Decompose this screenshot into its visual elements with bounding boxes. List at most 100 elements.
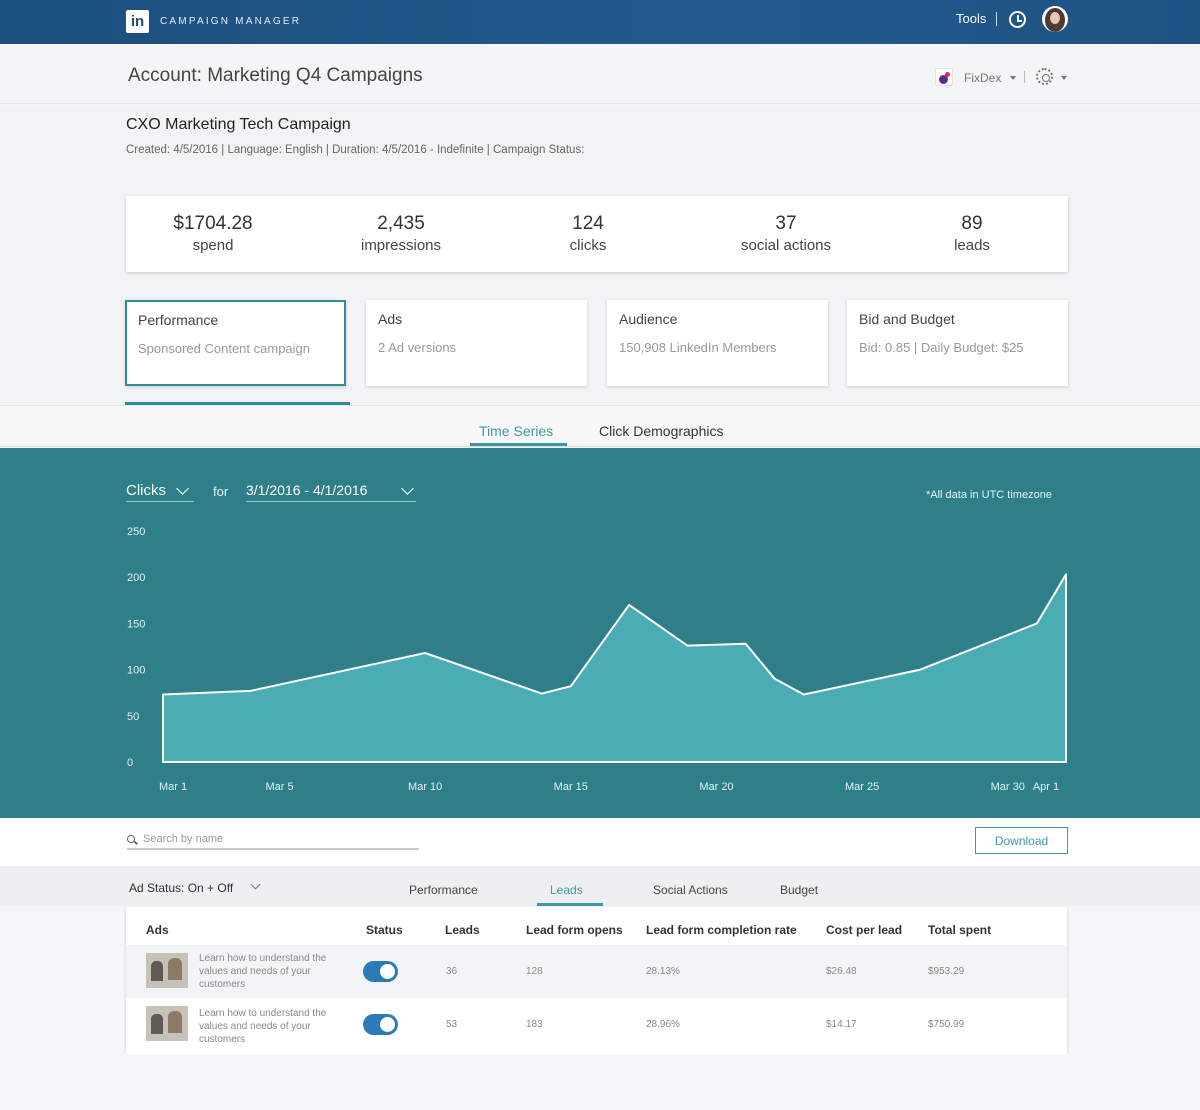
chevron-down-icon [401, 482, 414, 495]
x-tick-label: Mar 30 [991, 781, 1025, 793]
column-header-ads: Ads [146, 923, 169, 937]
card-title: Bid and Budget [859, 311, 955, 327]
stat-label: impressions [360, 237, 442, 254]
card-title: Audience [619, 311, 678, 327]
card-title: Performance [138, 312, 219, 328]
status-toggle[interactable] [363, 1014, 398, 1035]
clock-icon[interactable] [1009, 11, 1026, 28]
card-description: Bid: 0.85 | Daily Budget: $25 [859, 340, 1024, 355]
card-performance[interactable]: Performance Sponsored Content campaign [125, 300, 346, 386]
card-ads[interactable]: Ads 2 Ad versions [366, 300, 587, 386]
card-description: 2 Ad versions [378, 340, 457, 355]
table-tab-active-indicator [537, 903, 603, 906]
x-tick-label: Mar 5 [265, 781, 293, 793]
linkedin-logo[interactable]: in [126, 10, 149, 33]
x-tick-label: Mar 15 [554, 781, 588, 793]
metric-value: Clicks [126, 482, 166, 499]
page-footer-space [0, 1054, 1200, 1110]
tab-click-demographics[interactable]: Click Demographics [599, 423, 724, 439]
x-tick-label: Mar 25 [845, 781, 879, 793]
stat-impressions: 2,435 impressions [361, 212, 441, 256]
app-name: CAMPAIGN MANAGER [160, 16, 302, 27]
stat-label: clicks [569, 237, 607, 254]
status-toggle[interactable] [363, 961, 398, 982]
card-description: Sponsored Content campaign [138, 341, 311, 356]
cell-leads: 36 [446, 966, 458, 977]
clicks-series-area [162, 573, 1067, 763]
card-description: 150,908 LinkedIn Members [619, 340, 777, 355]
download-button[interactable]: Download [975, 827, 1068, 854]
x-tick-label: Apr 1 [1033, 781, 1059, 793]
stat-clicks: 124 clicks [570, 212, 607, 256]
top-navigation-bar: in CAMPAIGN MANAGER Tools [0, 0, 1200, 44]
stat-label: spend [192, 237, 234, 254]
metric-dropdown[interactable]: Clicks [126, 482, 194, 502]
search-input[interactable] [143, 830, 419, 850]
cell-completion-rate: 28.13% [646, 966, 680, 977]
ad-thumbnail [146, 1006, 188, 1041]
cell-leads: 53 [446, 1019, 458, 1030]
tab-active-indicator [470, 443, 567, 446]
tools-divider [996, 12, 997, 26]
table-tab-leads[interactable]: Leads [550, 883, 583, 897]
gear-icon[interactable] [1036, 68, 1053, 85]
y-tick-label: 0 [127, 757, 133, 769]
cell-total-spent: $750.99 [928, 1019, 965, 1030]
column-header-completion-rate: Lead form completion rate [646, 923, 797, 937]
ad-status-filter[interactable]: Ad Status: On + Off [129, 881, 234, 895]
table-row[interactable] [126, 945, 1067, 998]
view-tabs [0, 405, 1200, 447]
chevron-down-icon[interactable] [1061, 76, 1067, 80]
y-tick-label: 100 [127, 665, 145, 677]
column-header-leads: Leads [445, 923, 480, 937]
chevron-down-icon[interactable] [1010, 76, 1016, 80]
stat-social-actions: 37 social actions [741, 212, 831, 256]
stat-value: 2,435 [377, 213, 425, 234]
card-audience[interactable]: Audience 150,908 LinkedIn Members [607, 300, 828, 386]
ad-description[interactable]: Learn how to understand the values and n… [199, 1008, 327, 1045]
stat-value: $1704.28 [173, 213, 253, 234]
x-tick-label: Mar 10 [408, 781, 442, 793]
x-tick-label: Mar 20 [699, 781, 733, 793]
cell-cost-per-lead: $26.48 [826, 966, 857, 977]
card-bid-and-budget[interactable]: Bid and Budget Bid: 0.85 | Daily Budget:… [847, 300, 1068, 386]
account-divider [1024, 71, 1025, 83]
organization-icon [935, 68, 953, 86]
table-tab-social-actions[interactable]: Social Actions [653, 883, 728, 897]
tools-menu[interactable]: Tools [956, 11, 987, 26]
for-label: for [213, 484, 229, 499]
x-tick-label: Mar 1 [159, 781, 187, 793]
card-title: Ads [378, 311, 403, 327]
y-tick-label: 150 [127, 618, 145, 630]
clicks-area-chart: 0 50 100 150 200 250 Mar 1 Mar 5 Mar 10 Mar 15 Mar… [127, 526, 1067, 793]
timezone-note: *All data in UTC timezone [926, 489, 1052, 501]
ad-description[interactable]: Learn how to understand the values and n… [199, 953, 327, 990]
search-icon [127, 835, 135, 843]
organization-selector[interactable]: FixDex [964, 71, 1002, 85]
cell-completion-rate: 28.96% [646, 1019, 680, 1030]
table-tab-performance[interactable]: Performance [409, 883, 478, 897]
stat-value: 124 [572, 213, 604, 234]
cell-lead-form-opens: 128 [526, 966, 543, 977]
y-tick-label: 250 [127, 526, 145, 538]
column-header-total-spent: Total spent [928, 923, 992, 937]
y-tick-label: 200 [127, 572, 145, 584]
y-tick-label: 50 [127, 711, 139, 723]
column-header-cost-per-lead: Cost per lead [826, 923, 903, 937]
table-tab-budget[interactable]: Budget [780, 883, 819, 897]
date-range-dropdown[interactable]: 3/1/2016 - 4/1/2016 [246, 482, 416, 502]
card-selected-indicator [125, 402, 350, 406]
cell-cost-per-lead: $14.17 [826, 1019, 857, 1030]
tab-time-series[interactable]: Time Series [479, 423, 554, 439]
account-title: Account: Marketing Q4 Campaigns [128, 65, 423, 86]
campaign-title: CXO Marketing Tech Campaign [126, 116, 351, 133]
cell-lead-form-opens: 183 [526, 1019, 543, 1030]
column-header-status: Status [366, 923, 403, 937]
stat-label: social actions [740, 237, 832, 254]
table-filter-row [0, 866, 1200, 906]
chevron-down-icon [176, 482, 189, 495]
user-avatar[interactable] [1042, 6, 1068, 32]
stat-spend: $1704.28 spend [173, 212, 252, 256]
stat-value: 37 [775, 213, 797, 234]
search-underline [127, 848, 145, 850]
